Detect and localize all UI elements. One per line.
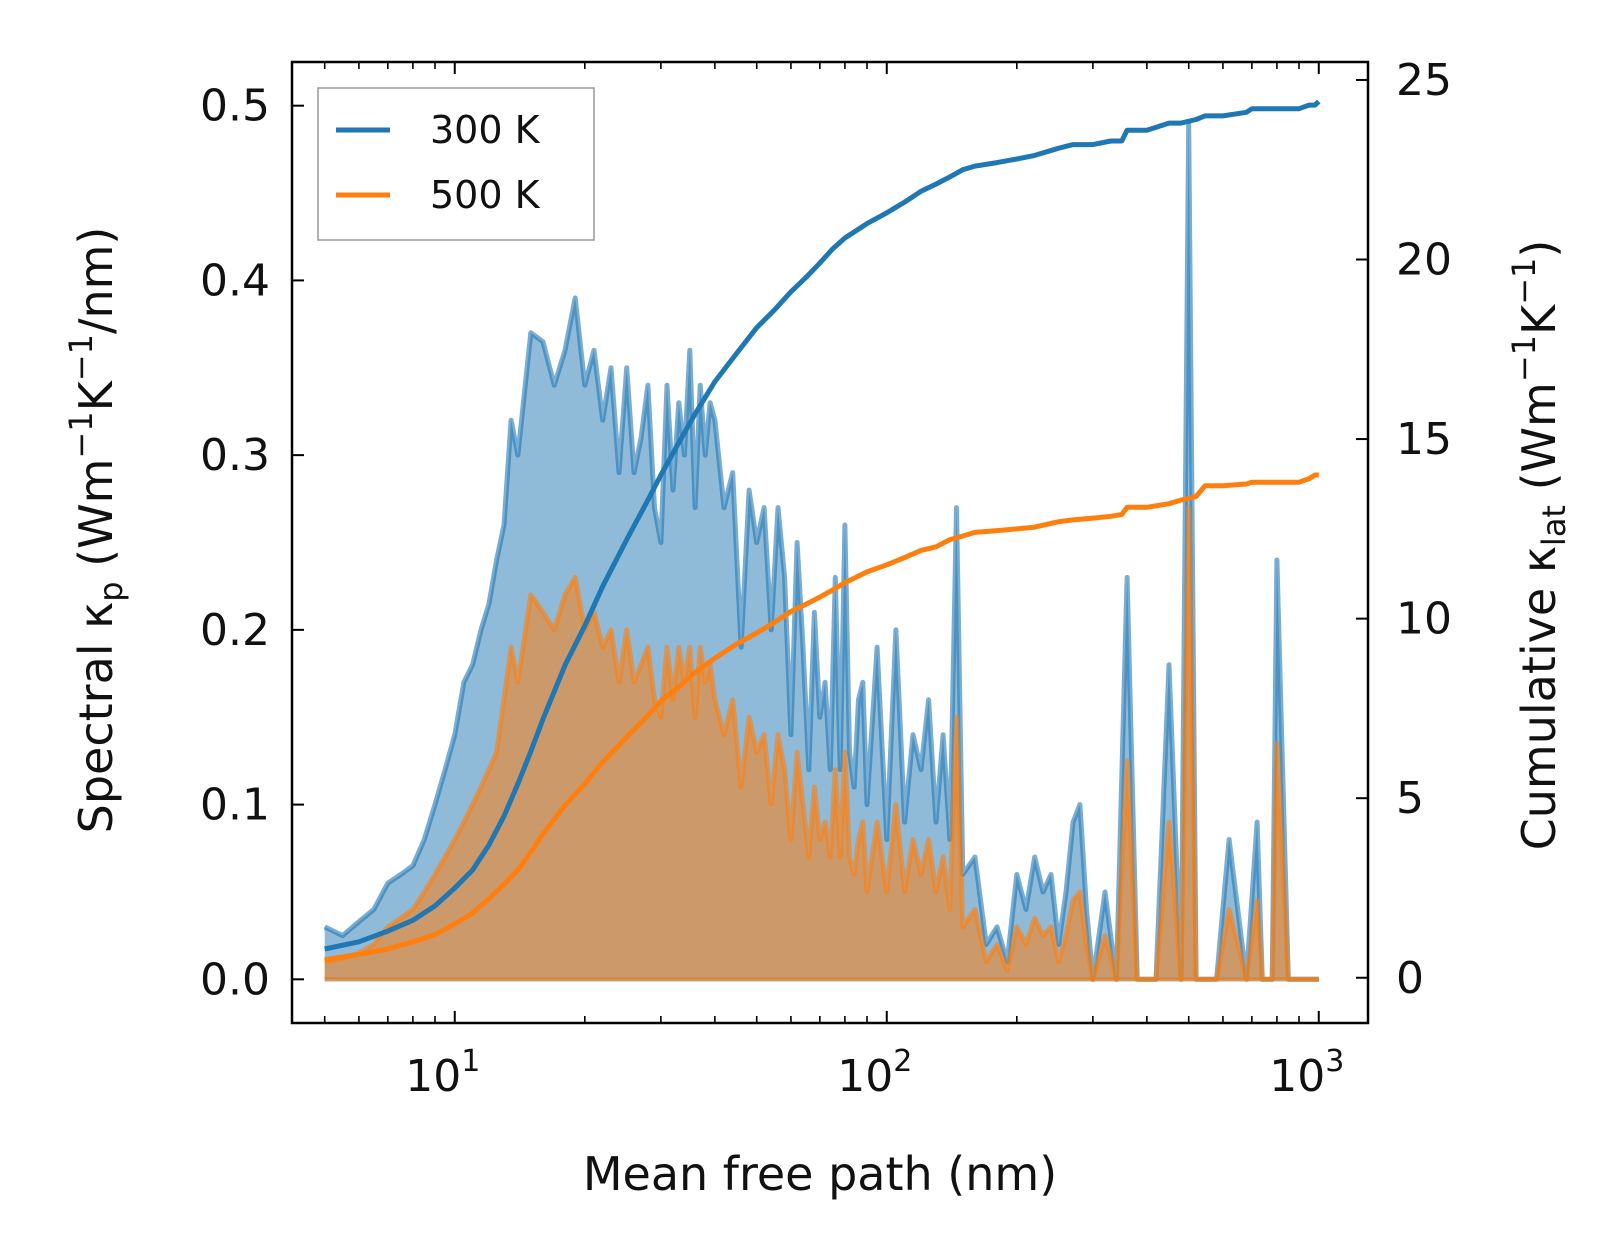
x-tick-label: 102 xyxy=(837,1044,912,1102)
cumulative-lines xyxy=(324,99,1321,963)
legend-label: 300 K xyxy=(430,108,541,152)
fill-500k xyxy=(324,505,1319,982)
spectral-area-1 xyxy=(324,507,1319,980)
ticks: 101 102 103 0.0 0.1 0.2 0.3 0.4 0.5 0 5 10 15 20 25 xyxy=(200,55,1452,1102)
y-right-tick-label: 0 xyxy=(1396,953,1424,1004)
y-right-tick-label: 10 xyxy=(1396,594,1452,645)
y-right-tick-label: 25 xyxy=(1396,55,1452,106)
legend: 300 K 500 K xyxy=(317,87,595,241)
y-left-tick-label: 0.5 xyxy=(200,81,270,132)
legend-label: 500 K xyxy=(430,173,541,217)
y-left-axis-title: Spectral κp (Wm−1K−1/nm) xyxy=(62,227,130,834)
plot-frame xyxy=(290,60,1370,1025)
y-right-tick-label: 20 xyxy=(1396,235,1452,286)
cumulative-line-0 xyxy=(324,99,1321,952)
x-axis-title: Mean free path (nm) xyxy=(583,1147,1057,1201)
axis-titles: Mean free path (nm) Spectral κp (Wm−1K−1/… xyxy=(62,227,1573,1201)
x-tick-label: 101 xyxy=(405,1044,480,1102)
y-right-tick-label: 5 xyxy=(1396,773,1424,824)
axes xyxy=(290,60,1370,1025)
y-right-axis-title: Cumulative κlat (Wm−1K−1) xyxy=(1505,240,1573,851)
y-right-tick-label: 15 xyxy=(1396,414,1452,465)
x-tick-label: 103 xyxy=(1269,1044,1344,1102)
y-left-tick-label: 0.0 xyxy=(200,954,270,1005)
legend-box xyxy=(317,87,595,241)
y-left-tick-label: 0.2 xyxy=(200,605,270,656)
cumulative-line-1 xyxy=(324,472,1319,963)
y-left-tick-label: 0.4 xyxy=(200,255,270,306)
y-left-tick-label: 0.3 xyxy=(200,430,270,481)
y-left-tick-label: 0.1 xyxy=(200,780,270,831)
